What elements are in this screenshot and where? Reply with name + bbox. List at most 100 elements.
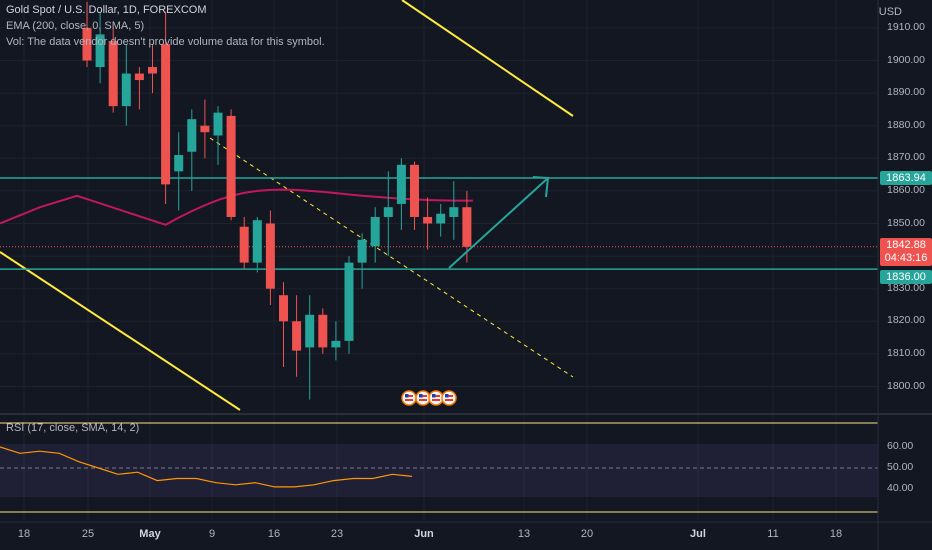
- price-tick: 1810.00: [887, 346, 925, 359]
- dashed-trend-line: [209, 137, 574, 378]
- symbol-title: Gold Spot / U.S. Dollar, 1D, FOREXCOM: [6, 4, 207, 16]
- flag-badge: [441, 390, 457, 406]
- time-tick: 25: [81, 528, 95, 540]
- candle-body: [436, 213, 446, 224]
- flag-badge: [428, 390, 444, 406]
- economic-events: [401, 390, 457, 406]
- candle-body: [331, 340, 341, 348]
- candle-body: [396, 164, 406, 204]
- candle: [226, 109, 236, 221]
- us-flag-icon: [428, 390, 444, 406]
- flag-badge: [415, 390, 431, 406]
- candle: [174, 132, 184, 211]
- candle-body: [200, 125, 210, 133]
- time-tick: 16: [267, 528, 281, 540]
- candle: [161, 11, 171, 204]
- time-tick: 20: [580, 528, 594, 540]
- volume-legend[interactable]: Vol: The data vendor doesn't provide vol…: [6, 35, 325, 49]
- us-flag-icon: [415, 390, 431, 406]
- candle: [134, 67, 144, 110]
- rsi-tick: 60.00: [887, 440, 914, 452]
- candle: [148, 44, 157, 94]
- candle: [344, 256, 354, 354]
- candle: [200, 99, 210, 159]
- candle: [252, 216, 262, 273]
- flag-canton: [419, 394, 423, 398]
- flag-stripe: [445, 395, 453, 397]
- candle: [265, 210, 275, 305]
- time-tick: 18: [17, 528, 31, 540]
- channel-lower-line: [0, 251, 241, 411]
- price-tick: 1830.00: [887, 281, 925, 294]
- candle: [279, 282, 288, 367]
- candle-body: [108, 40, 118, 107]
- time-tick: 18: [829, 528, 843, 540]
- rsi-tick: 40.00: [887, 482, 914, 494]
- bar-countdown: 04:43:16: [884, 252, 928, 264]
- us-flag-icon: [401, 390, 417, 406]
- price-tick: 1820.00: [887, 314, 925, 327]
- ema-curve: [0, 188, 473, 226]
- us-flag-icon: [441, 390, 457, 406]
- price-tick: 1900.00: [887, 53, 925, 66]
- ema-legend[interactable]: EMA (200, close, 0, SMA, 5): [6, 19, 144, 33]
- candle-body: [318, 314, 328, 348]
- volume-label: Vol: The data vendor doesn't provide vol…: [6, 36, 325, 48]
- resistance-price-badge: 1863.94: [880, 171, 932, 185]
- candle-body: [410, 164, 419, 217]
- candle-body: [462, 207, 472, 247]
- horizontal-levels: [0, 177, 878, 270]
- flag-canton: [405, 394, 409, 398]
- candle-body: [161, 44, 171, 185]
- trend-channel-lines: [0, 0, 574, 411]
- flag-canton: [432, 394, 436, 398]
- candle-body: [82, 27, 92, 61]
- arrow-shaft: [448, 177, 549, 269]
- ema-line: [0, 188, 473, 226]
- candle-body: [213, 112, 223, 136]
- time-tick: 13: [517, 528, 531, 540]
- price-tick: 1890.00: [887, 86, 925, 99]
- candle-body: [423, 216, 433, 224]
- candle: [108, 27, 118, 113]
- price-tick: 1860.00: [887, 183, 925, 196]
- time-tick: 9: [208, 528, 216, 540]
- rsi-label: RSI (17, close, SMA, 14, 2): [6, 422, 140, 434]
- candle: [410, 161, 419, 231]
- symbol-legend[interactable]: Gold Spot / U.S. Dollar, 1D, FOREXCOM: [6, 3, 207, 17]
- price-tick: 1910.00: [887, 20, 925, 33]
- price-tick: 1880.00: [887, 118, 925, 131]
- candle: [305, 295, 315, 400]
- candle: [436, 203, 446, 237]
- candle-body: [265, 223, 275, 289]
- candle-body: [292, 321, 302, 351]
- candle: [213, 106, 223, 165]
- rsi-tick: 50.00: [887, 461, 914, 473]
- flag-stripe: [405, 395, 413, 397]
- candle: [95, 11, 105, 84]
- flag-stripe: [419, 399, 427, 401]
- projection-arrow-icon: [448, 176, 550, 269]
- candle-body: [449, 207, 459, 217]
- candlestick-series: [82, 1, 472, 400]
- candle-body: [344, 262, 354, 341]
- candle-body: [383, 207, 393, 217]
- flag-canton: [445, 394, 449, 398]
- flag-stripe: [432, 395, 440, 397]
- rsi-legend[interactable]: RSI (17, close, SMA, 14, 2): [6, 421, 139, 435]
- flag-badge: [401, 390, 417, 406]
- candle: [331, 321, 341, 361]
- candle: [383, 171, 393, 257]
- flag-stripe: [405, 399, 413, 401]
- candle: [357, 233, 367, 289]
- candle-body: [187, 119, 197, 152]
- candle: [187, 109, 197, 191]
- time-tick: 23: [330, 528, 344, 540]
- candle: [396, 158, 406, 231]
- support-price-badge: 1836.00: [880, 270, 932, 284]
- currency-label: USD: [878, 6, 902, 18]
- rsi-line: [0, 446, 413, 488]
- time-tick: May: [139, 528, 161, 540]
